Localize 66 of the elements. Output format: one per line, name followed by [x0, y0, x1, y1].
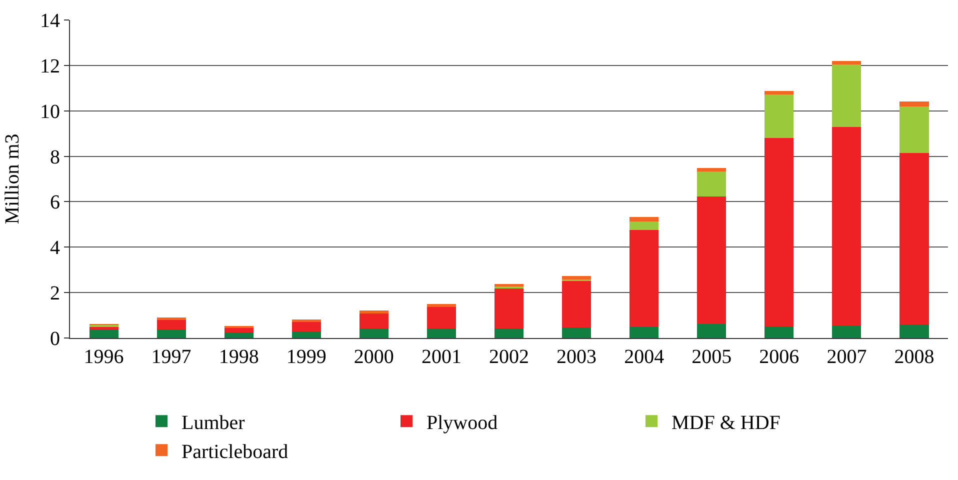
bar: [359, 310, 388, 314]
bar: [426, 328, 456, 338]
x-tick-label: 2001: [421, 346, 462, 368]
bar: [764, 326, 794, 338]
bar: [697, 196, 726, 324]
x-tick-label: 1996: [84, 346, 124, 368]
bar: [697, 168, 726, 172]
bar: [562, 276, 592, 280]
y-tick-label: 12: [40, 55, 60, 78]
bar: [426, 307, 456, 329]
bar: [630, 327, 659, 338]
bar: [697, 172, 726, 196]
x-tick-label: 1998: [218, 346, 259, 368]
bar: [359, 313, 388, 328]
legend-label: Plywood: [426, 412, 498, 434]
bar: [494, 288, 524, 329]
bar: [832, 127, 862, 326]
bar: [900, 102, 929, 106]
bar: [89, 330, 118, 338]
bar: [697, 324, 726, 338]
legend-label: Lumber: [182, 412, 246, 434]
x-tick-label: 2006: [759, 346, 800, 368]
bar: [156, 330, 186, 338]
bar: [494, 284, 524, 286]
bar: [426, 304, 456, 308]
bar: [900, 106, 929, 154]
bar: [494, 328, 524, 338]
y-tick-label: 0: [50, 328, 60, 350]
bar: [764, 94, 794, 138]
bar: [630, 217, 659, 222]
legend-label: MDF & HDF: [672, 412, 780, 434]
bar: [292, 322, 321, 332]
x-tick-label: 1997: [151, 346, 192, 368]
bar: [224, 328, 254, 333]
x-tick-label: 2003: [556, 346, 597, 368]
bar: [630, 221, 659, 230]
x-tick-label: 2002: [489, 346, 529, 368]
y-tick-label: 14: [40, 10, 60, 32]
bar: [156, 320, 186, 330]
bar: [224, 332, 254, 338]
bar: [89, 327, 118, 330]
bar: [630, 230, 659, 328]
y-tick-label: 8: [50, 146, 60, 168]
y-tick-label: 4: [50, 237, 60, 260]
bar: [900, 153, 929, 324]
x-tick-label: 2004: [624, 346, 664, 368]
bar: [359, 328, 388, 338]
bar: [832, 64, 862, 128]
x-tick-label: 1999: [286, 346, 326, 368]
x-tick-label: 2000: [354, 346, 394, 368]
bar: [900, 324, 929, 338]
bar: [764, 91, 794, 94]
bar: [832, 325, 862, 338]
x-tick-label: 2007: [826, 346, 867, 368]
y-tick-label: 10: [40, 100, 60, 123]
x-tick-label: 2008: [894, 346, 934, 368]
bar: [562, 327, 592, 338]
bar: [832, 60, 862, 64]
y-tick-label: 6: [50, 192, 60, 214]
y-axis-title: Million m3: [2, 134, 24, 224]
bar: [562, 280, 592, 328]
x-tick-label: 2005: [692, 346, 732, 368]
bar: [764, 138, 794, 326]
legend-label: Particleboard: [182, 440, 288, 463]
y-tick-label: 2: [50, 282, 60, 305]
bar: [292, 331, 321, 338]
